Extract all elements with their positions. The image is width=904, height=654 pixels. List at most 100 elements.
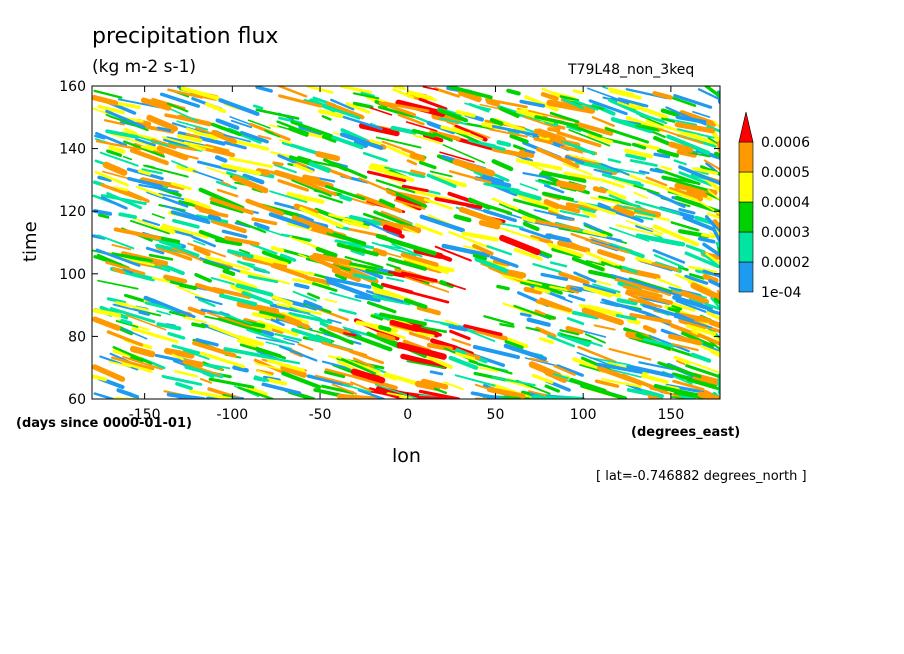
precip-streak xyxy=(458,206,503,226)
precip-streak xyxy=(645,176,668,187)
y-tick-label: 60 xyxy=(68,392,86,408)
precip-streak xyxy=(594,379,620,388)
precip-streak xyxy=(638,170,650,175)
precip-streak xyxy=(230,119,253,129)
precip-streak xyxy=(184,197,211,210)
precip-streak xyxy=(135,185,164,198)
precip-streak xyxy=(463,324,503,337)
precip-streak xyxy=(498,203,540,222)
precip-streak xyxy=(249,243,278,255)
precip-streak xyxy=(589,356,631,366)
precip-streak xyxy=(251,312,276,321)
precip-streak xyxy=(127,176,163,189)
precip-streak xyxy=(657,127,703,145)
precip-streak xyxy=(642,325,657,334)
precip-streak xyxy=(653,383,702,399)
precip-streak xyxy=(106,149,123,157)
precip-streak xyxy=(705,187,720,201)
precip-streak xyxy=(219,293,258,307)
precip-streak xyxy=(580,304,606,315)
precip-streak xyxy=(210,218,247,234)
precip-streak xyxy=(321,360,352,370)
precip-streak xyxy=(171,160,188,169)
precip-streak xyxy=(665,117,698,126)
precip-streak xyxy=(95,248,141,267)
precip-streak xyxy=(329,291,362,302)
precip-streak xyxy=(255,168,271,176)
precip-streak xyxy=(581,307,624,326)
precip-streak xyxy=(353,139,368,148)
precip-streak xyxy=(331,135,364,150)
precip-streak xyxy=(649,167,664,174)
precip-streak xyxy=(653,254,684,269)
precip-streak xyxy=(547,127,561,133)
precip-streak xyxy=(331,268,361,283)
precip-streak xyxy=(585,259,605,267)
precip-streak xyxy=(546,99,596,114)
precip-streak xyxy=(573,271,597,283)
x-axis-units: (degrees_east) xyxy=(631,425,741,440)
precip-streak xyxy=(400,252,439,267)
precip-streak xyxy=(585,251,616,266)
precip-streak xyxy=(277,179,310,192)
precip-streak xyxy=(270,263,309,280)
precip-streak xyxy=(267,359,305,373)
precip-streak xyxy=(582,283,617,294)
precip-streak xyxy=(109,307,156,324)
precip-streak xyxy=(682,215,714,231)
precip-streak xyxy=(171,182,192,191)
precip-streak xyxy=(308,161,331,173)
precip-streak xyxy=(241,254,288,270)
precip-streak xyxy=(172,218,200,229)
precip-streak xyxy=(454,374,496,387)
precip-streak xyxy=(281,311,310,324)
precip-streak xyxy=(559,210,590,218)
precip-streak xyxy=(97,234,135,250)
precip-streak xyxy=(261,382,302,395)
precip-streak xyxy=(454,124,488,142)
precip-streak xyxy=(547,242,584,258)
precip-streak xyxy=(609,89,642,100)
precip-streak xyxy=(349,262,378,271)
precip-streak xyxy=(400,353,448,370)
precip-streak xyxy=(636,281,682,298)
precip-streak xyxy=(321,341,368,357)
precip-streak xyxy=(574,121,614,136)
precip-streak xyxy=(255,108,300,120)
precip-streak xyxy=(600,261,623,270)
precip-streak xyxy=(702,269,720,278)
precip-streak xyxy=(625,289,673,305)
precip-streak xyxy=(189,143,203,151)
precip-streak xyxy=(616,298,638,306)
precip-streak xyxy=(478,220,501,230)
precip-streak xyxy=(92,94,119,106)
precip-streak xyxy=(704,86,720,99)
precip-streak xyxy=(433,87,460,98)
precip-streak xyxy=(684,251,720,269)
precip-streak xyxy=(660,165,673,171)
precip-streak xyxy=(269,170,301,183)
precip-streak xyxy=(215,118,240,130)
precip-streak xyxy=(669,323,701,338)
precip-streak xyxy=(690,282,720,302)
precip-streak xyxy=(193,246,211,257)
precip-streak xyxy=(387,257,427,271)
precip-streak xyxy=(199,257,241,273)
precip-streak xyxy=(524,127,535,133)
precip-streak xyxy=(182,349,210,360)
precip-streak xyxy=(388,177,405,185)
precip-streak xyxy=(358,122,400,137)
precip-streak xyxy=(321,115,332,121)
precip-streak xyxy=(405,121,438,132)
precip-streak xyxy=(592,186,607,194)
precip-streak xyxy=(362,151,388,163)
precip-streak xyxy=(206,311,252,328)
precip-streak xyxy=(713,151,720,158)
precip-streak xyxy=(117,302,150,311)
precip-streak xyxy=(646,189,686,209)
precip-streak xyxy=(527,390,547,397)
precip-streak xyxy=(327,318,342,324)
x-tick-label: 0 xyxy=(403,407,412,423)
precip-streak xyxy=(198,187,245,211)
